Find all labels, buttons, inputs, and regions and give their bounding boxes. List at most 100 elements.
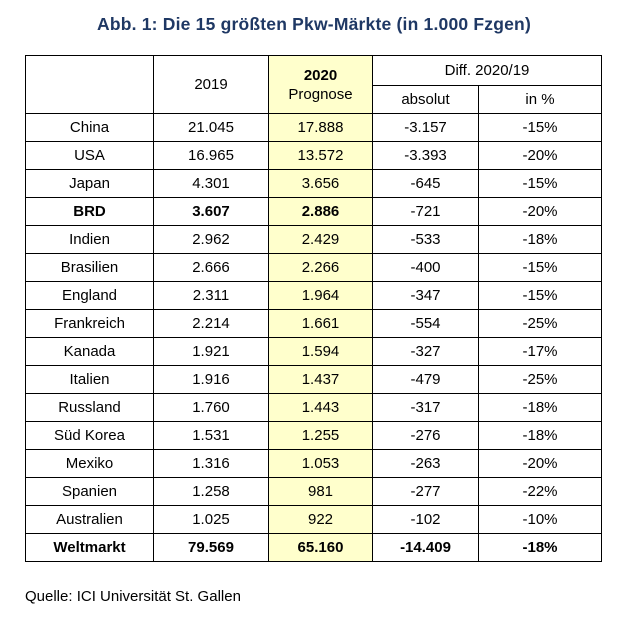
value-2019-cell: 4.301: [153, 169, 269, 198]
diff-absolut-cell: -645: [372, 169, 479, 198]
diff-percent-cell: -15%: [477, 253, 603, 282]
header-2020-prognose: 2020 Prognose: [268, 55, 373, 114]
table-row: Mexiko 1.316 1.053 -263 -20%: [25, 449, 603, 478]
diff-absolut-cell: -3.157: [372, 113, 479, 142]
value-2020-cell: 1.255: [268, 421, 373, 450]
country-cell: Brasilien: [25, 253, 154, 282]
country-cell: Weltmarkt: [25, 533, 154, 562]
diff-percent-cell: -25%: [477, 309, 603, 338]
table-body: China 21.045 17.888 -3.157 -15% USA 16.9…: [25, 113, 603, 562]
table-row: China 21.045 17.888 -3.157 -15%: [25, 113, 603, 142]
diff-absolut-cell: -347: [372, 281, 479, 310]
header-2019: 2019: [153, 55, 269, 114]
country-cell: Indien: [25, 225, 154, 254]
value-2019-cell: 2.962: [153, 225, 269, 254]
diff-absolut-cell: -263: [372, 449, 479, 478]
value-2019-cell: 2.311: [153, 281, 269, 310]
value-2020-cell: 13.572: [268, 141, 373, 170]
table-row: Kanada 1.921 1.594 -327 -17%: [25, 337, 603, 366]
table-row: Süd Korea 1.531 1.255 -276 -18%: [25, 421, 603, 450]
country-cell: England: [25, 281, 154, 310]
country-cell: Japan: [25, 169, 154, 198]
value-2019-cell: 2.214: [153, 309, 269, 338]
diff-absolut-cell: -721: [372, 197, 479, 226]
header-diff-group: Diff. 2020/19: [371, 55, 603, 86]
table-header: 2019 2020 Prognose Diff. 2020/19 absolut…: [25, 55, 603, 114]
value-2020-cell: 922: [268, 505, 373, 534]
value-2019-cell: 1.760: [153, 393, 269, 422]
corner-cell: [25, 55, 154, 114]
value-2020-cell: 65.160: [268, 533, 373, 562]
pkw-markets-table: 2019 2020 Prognose Diff. 2020/19 absolut…: [25, 55, 603, 562]
diff-percent-cell: -18%: [477, 533, 603, 562]
country-cell: Frankreich: [25, 309, 154, 338]
table-row: USA 16.965 13.572 -3.393 -20%: [25, 141, 603, 170]
diff-absolut-cell: -327: [372, 337, 479, 366]
country-cell: BRD: [25, 197, 154, 226]
diff-percent-cell: -18%: [477, 225, 603, 254]
diff-percent-cell: -20%: [477, 449, 603, 478]
diff-percent-cell: -18%: [477, 421, 603, 450]
value-2019-cell: 16.965: [153, 141, 269, 170]
value-2020-cell: 17.888: [268, 113, 373, 142]
diff-percent-cell: -15%: [477, 169, 603, 198]
figure-title: Abb. 1: Die 15 größten Pkw-Märkte (in 1.…: [97, 14, 531, 34]
diff-absolut-cell: -533: [372, 225, 479, 254]
value-2020-cell: 2.266: [268, 253, 373, 282]
table-row: Japan 4.301 3.656 -645 -15%: [25, 169, 603, 198]
value-2020-cell: 1.443: [268, 393, 373, 422]
table-row: Russland 1.760 1.443 -317 -18%: [25, 393, 603, 422]
value-2019-cell: 1.531: [153, 421, 269, 450]
header-2020-year: 2020: [303, 66, 338, 84]
diff-percent-cell: -10%: [477, 505, 603, 534]
value-2020-cell: 1.661: [268, 309, 373, 338]
diff-absolut-cell: -317: [372, 393, 479, 422]
table-row: Frankreich 2.214 1.661 -554 -25%: [25, 309, 603, 338]
country-cell: Kanada: [25, 337, 154, 366]
source-note: Quelle: ICI Universität St. Gallen: [25, 588, 241, 605]
value-2020-cell: 2.886: [268, 197, 373, 226]
diff-absolut-cell: -400: [372, 253, 479, 282]
diff-absolut-cell: -3.393: [372, 141, 479, 170]
diff-absolut-cell: -276: [372, 421, 479, 450]
value-2020-cell: 981: [268, 477, 373, 506]
value-2019-cell: 1.916: [153, 365, 269, 394]
value-2020-cell: 1.964: [268, 281, 373, 310]
table-row: Indien 2.962 2.429 -533 -18%: [25, 225, 603, 254]
diff-absolut-cell: -277: [372, 477, 479, 506]
header-2020-subtitle: Prognose: [288, 85, 353, 103]
header-diff-absolut: absolut: [372, 85, 479, 114]
value-2020-cell: 3.656: [268, 169, 373, 198]
table-row: England 2.311 1.964 -347 -15%: [25, 281, 603, 310]
diff-percent-cell: -15%: [477, 281, 603, 310]
table-row: Italien 1.916 1.437 -479 -25%: [25, 365, 603, 394]
table-row: BRD 3.607 2.886 -721 -20%: [25, 197, 603, 226]
value-2019-cell: 3.607: [153, 197, 269, 226]
country-cell: Australien: [25, 505, 154, 534]
diff-percent-cell: -18%: [477, 393, 603, 422]
value-2019-cell: 1.316: [153, 449, 269, 478]
country-cell: USA: [25, 141, 154, 170]
diff-percent-cell: -22%: [477, 477, 603, 506]
country-cell: Spanien: [25, 477, 154, 506]
value-2019-cell: 1.921: [153, 337, 269, 366]
diff-absolut-cell: -554: [372, 309, 479, 338]
diff-percent-cell: -20%: [477, 141, 603, 170]
header-diff-percent: in %: [477, 85, 603, 114]
table-row: Weltmarkt 79.569 65.160 -14.409 -18%: [25, 533, 603, 562]
diff-percent-cell: -20%: [477, 197, 603, 226]
diff-percent-cell: -25%: [477, 365, 603, 394]
value-2019-cell: 2.666: [153, 253, 269, 282]
country-cell: Süd Korea: [25, 421, 154, 450]
value-2020-cell: 2.429: [268, 225, 373, 254]
value-2019-cell: 79.569: [153, 533, 269, 562]
value-2019-cell: 21.045: [153, 113, 269, 142]
diff-absolut-cell: -102: [372, 505, 479, 534]
value-2020-cell: 1.053: [268, 449, 373, 478]
diff-absolut-cell: -14.409: [372, 533, 479, 562]
country-cell: Italien: [25, 365, 154, 394]
table-row: Brasilien 2.666 2.266 -400 -15%: [25, 253, 603, 282]
table-row: Australien 1.025 922 -102 -10%: [25, 505, 603, 534]
country-cell: Mexiko: [25, 449, 154, 478]
